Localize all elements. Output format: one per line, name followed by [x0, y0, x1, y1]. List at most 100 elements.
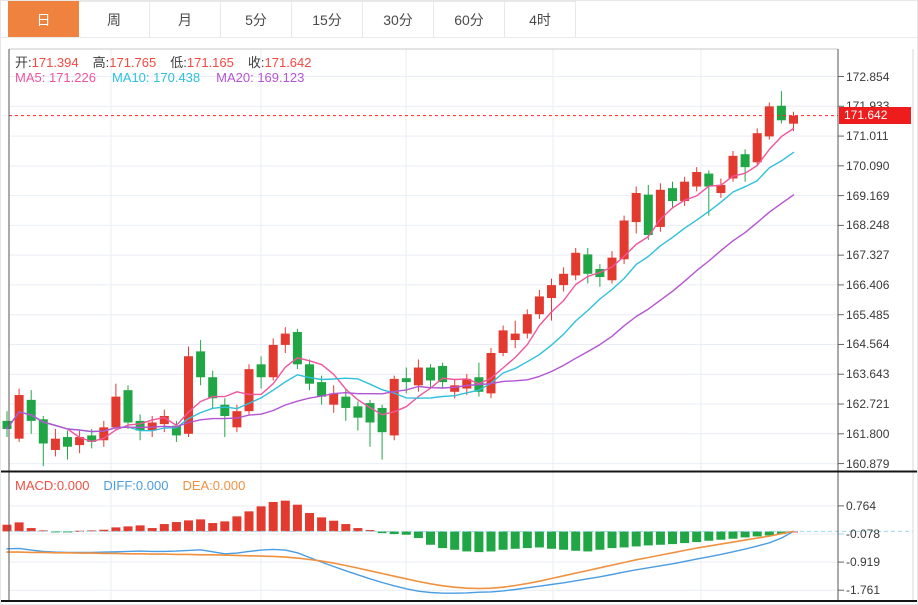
macd-bar: [208, 523, 218, 532]
candle-body: [655, 189, 665, 227]
current-price-text: 171.642: [844, 108, 888, 123]
macd-bar: [668, 531, 677, 545]
chart-area: 开:171.394 高:171.765 低:171.165 收:171.642 MA5…: [1, 38, 917, 604]
candle-body: [292, 331, 302, 365]
axis-tick-label: 166.406: [846, 277, 890, 292]
candle-body: [547, 285, 556, 299]
tab-30min[interactable]: 30分: [363, 1, 434, 37]
ma-readout: MA5: 171.226 MA10: 170.438 MA20: 169.123: [15, 70, 304, 85]
tab-week[interactable]: 周: [79, 1, 150, 37]
candle-body: [75, 437, 85, 446]
candle-body: [740, 154, 750, 168]
macd-bar: [547, 531, 556, 549]
axis-tick-label: 163.643: [846, 367, 890, 382]
tab-4hour[interactable]: 4时: [505, 1, 576, 37]
candle-body: [268, 344, 278, 378]
candle-body: [716, 184, 726, 193]
candle-body: [413, 367, 423, 386]
candle-body: [111, 396, 121, 428]
open-label: 开:: [15, 55, 32, 70]
macd-bar: [462, 531, 472, 552]
candle-body: [99, 427, 109, 441]
tab-60min[interactable]: 60分: [434, 1, 505, 37]
candle-body: [401, 378, 411, 383]
candle-body: [353, 406, 363, 418]
close-value: 171.642: [264, 55, 312, 70]
candle-body: [559, 273, 569, 286]
candle-body: [159, 416, 169, 425]
low-label: 低:: [170, 55, 187, 70]
macd-bar: [510, 531, 520, 549]
axis-tick-label: 165.485: [846, 307, 890, 322]
candle-body: [329, 393, 339, 405]
axis-tick-label: 168.248: [846, 218, 890, 233]
candle-body: [365, 403, 375, 423]
macd-bar: [776, 531, 786, 535]
candle-body: [571, 252, 581, 276]
candle-body: [426, 367, 435, 381]
candle-body: [389, 378, 399, 436]
candle-body: [680, 181, 690, 202]
macd-bar: [171, 522, 181, 532]
macd-bar: [99, 529, 109, 532]
axis-tick-label: 172.854: [846, 69, 890, 84]
macd-bar: [184, 520, 193, 532]
macd-bar: [498, 531, 508, 550]
macd-bar: [147, 528, 157, 532]
macd-bar: [2, 524, 12, 532]
macd-bar: [595, 531, 605, 550]
macd-bar: [728, 531, 738, 539]
candle-body: [607, 257, 617, 281]
macd-bar: [26, 528, 36, 532]
candle-body: [2, 420, 12, 429]
candle-body: [631, 192, 641, 223]
candle-body: [619, 220, 629, 260]
candle-body: [522, 314, 532, 334]
macd-bar: [438, 531, 448, 549]
candle-body: [50, 438, 60, 450]
macd-bar: [643, 531, 653, 546]
macd-bar: [740, 531, 750, 538]
diff-value: DIFF:0.000: [103, 478, 169, 493]
macd-bar: [571, 531, 581, 551]
macd-bar: [631, 531, 641, 547]
macd-bar: [680, 531, 690, 544]
axis-tick-label: -0.919: [846, 555, 881, 570]
axis-tick-label: 167.327: [846, 248, 890, 263]
macd-bar: [196, 519, 206, 532]
candle-body: [486, 352, 496, 394]
indicator-line: [6, 530, 795, 594]
macd-bar: [341, 524, 351, 532]
current-price-badge: 171.642: [839, 107, 911, 125]
tab-15min[interactable]: 15分: [292, 1, 363, 37]
candle-body: [317, 382, 327, 397]
candle-body: [438, 365, 448, 383]
macd-bar: [377, 531, 387, 534]
candle-body: [692, 171, 702, 187]
macd-bar: [559, 531, 569, 550]
axis-tick-label: 164.564: [846, 337, 890, 352]
candle-body: [232, 411, 242, 428]
axis-tick-label: 162.721: [846, 397, 890, 412]
tab-day[interactable]: 日: [8, 1, 79, 37]
candle-body: [63, 437, 72, 447]
candle-body: [728, 155, 738, 179]
axis-tick-label: 169.169: [846, 188, 890, 203]
macd-bar: [365, 530, 375, 532]
tab-month[interactable]: 月: [150, 1, 221, 37]
macd-bar: [486, 531, 496, 552]
macd-bar: [353, 528, 363, 532]
tab-5min[interactable]: 5分: [221, 1, 292, 37]
macd-bar: [268, 502, 278, 532]
macd-bar: [317, 517, 327, 532]
macd-bar: [232, 516, 242, 532]
ma10-value: MA10: 170.438: [111, 70, 201, 85]
macd-bar: [619, 531, 629, 548]
indicator-line: [6, 151, 795, 433]
macd-bar: [87, 530, 97, 532]
candle-body: [256, 364, 266, 378]
macd-bar: [111, 527, 121, 532]
indicator-line: [6, 530, 795, 590]
axis-tick-label: 0.764: [846, 498, 877, 513]
